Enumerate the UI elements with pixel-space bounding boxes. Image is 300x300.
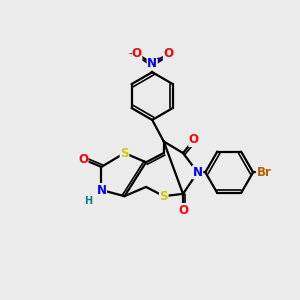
Text: O: O — [178, 203, 188, 217]
Text: N: N — [96, 184, 106, 196]
Text: +: + — [155, 56, 161, 62]
Text: N: N — [147, 57, 157, 70]
Text: -: - — [128, 50, 132, 59]
Text: S: S — [160, 190, 168, 203]
Text: S: S — [120, 146, 129, 160]
Text: O: O — [132, 47, 142, 60]
Text: H: H — [84, 196, 92, 206]
Text: O: O — [78, 153, 88, 166]
Text: O: O — [189, 134, 199, 146]
Text: O: O — [164, 47, 173, 60]
Text: Br: Br — [256, 166, 271, 179]
Text: N: N — [193, 166, 202, 179]
